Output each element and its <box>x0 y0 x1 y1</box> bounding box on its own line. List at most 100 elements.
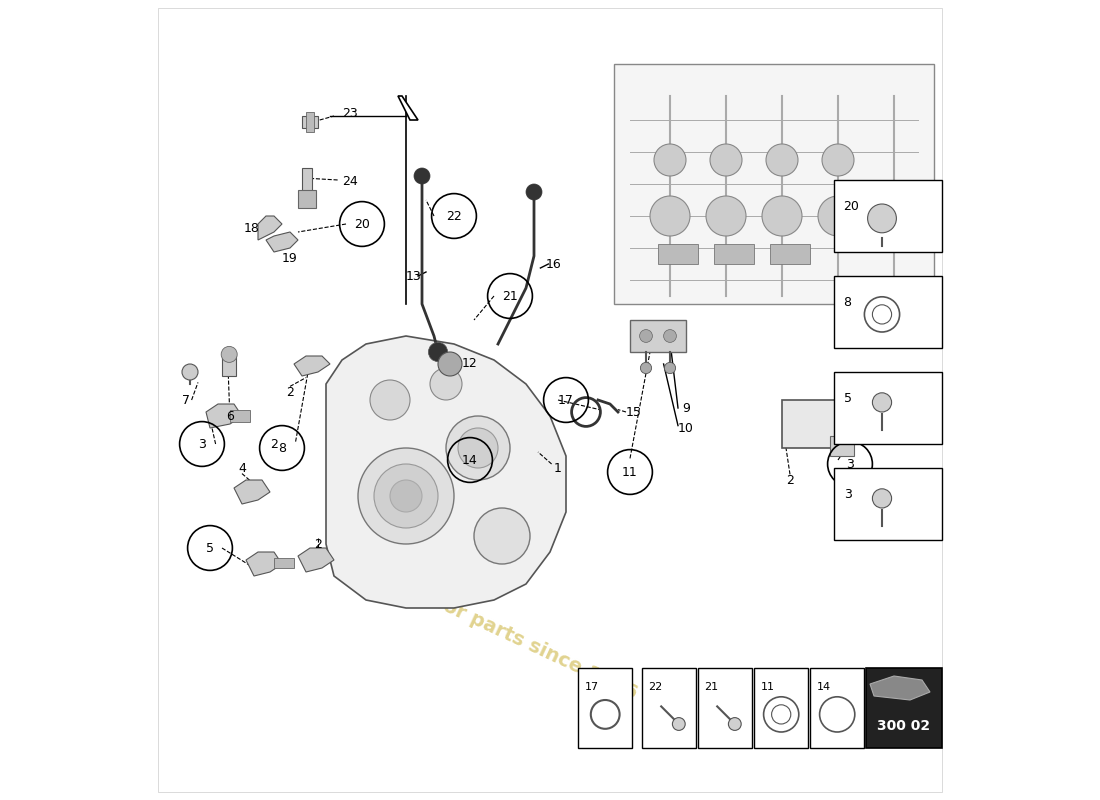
Bar <box>302 116 318 128</box>
Text: 20: 20 <box>354 218 370 230</box>
Circle shape <box>672 718 685 730</box>
Text: 2: 2 <box>786 474 794 486</box>
Text: 6: 6 <box>227 410 234 422</box>
Text: 5: 5 <box>206 542 214 554</box>
Bar <box>754 668 808 748</box>
Text: 2: 2 <box>271 438 278 450</box>
Circle shape <box>868 204 896 233</box>
Text: 300 02: 300 02 <box>878 719 931 734</box>
Text: 24: 24 <box>342 175 358 188</box>
Bar <box>698 668 752 748</box>
Circle shape <box>428 342 448 362</box>
Text: a passion for parts since 1996: a passion for parts since 1996 <box>332 546 640 702</box>
Text: 23: 23 <box>342 107 358 120</box>
Text: 3: 3 <box>846 458 854 470</box>
Bar <box>810 668 865 748</box>
Circle shape <box>446 416 510 480</box>
Text: 10: 10 <box>678 422 694 434</box>
Text: 9: 9 <box>682 402 690 414</box>
Circle shape <box>654 144 686 176</box>
Circle shape <box>706 196 746 236</box>
Circle shape <box>358 448 454 544</box>
Bar <box>658 244 698 264</box>
Circle shape <box>650 196 690 236</box>
Circle shape <box>374 464 438 528</box>
Text: 18: 18 <box>244 222 260 234</box>
Bar <box>642 668 696 748</box>
Circle shape <box>390 480 422 512</box>
Text: 3: 3 <box>844 488 851 501</box>
Text: 2: 2 <box>315 538 322 550</box>
Circle shape <box>728 718 741 730</box>
Text: 2: 2 <box>286 386 294 398</box>
Bar <box>782 400 846 448</box>
Circle shape <box>526 184 542 200</box>
Circle shape <box>414 168 430 184</box>
Circle shape <box>438 352 462 376</box>
Text: 21: 21 <box>704 682 718 691</box>
Bar <box>834 276 942 348</box>
Polygon shape <box>266 232 298 252</box>
Bar <box>834 468 942 540</box>
Circle shape <box>664 362 675 374</box>
Polygon shape <box>398 96 418 120</box>
Text: 8: 8 <box>278 442 286 454</box>
Bar <box>578 668 632 748</box>
Text: 11: 11 <box>760 682 774 691</box>
Text: 1: 1 <box>554 462 562 474</box>
Circle shape <box>762 196 802 236</box>
Bar <box>222 356 236 376</box>
Circle shape <box>663 330 676 342</box>
Bar <box>230 410 250 422</box>
Polygon shape <box>326 336 566 608</box>
Bar <box>866 668 942 748</box>
Text: 12: 12 <box>462 358 477 370</box>
Polygon shape <box>870 676 930 700</box>
Text: 4: 4 <box>238 462 246 474</box>
Polygon shape <box>258 216 282 240</box>
Circle shape <box>639 330 652 342</box>
Text: 17: 17 <box>584 682 598 691</box>
Bar <box>274 558 294 568</box>
Bar <box>830 436 854 456</box>
Polygon shape <box>234 480 270 504</box>
Polygon shape <box>206 404 242 428</box>
Text: 13: 13 <box>406 270 422 282</box>
Text: 14: 14 <box>462 454 477 466</box>
Circle shape <box>182 364 198 380</box>
Polygon shape <box>298 548 334 572</box>
Circle shape <box>710 144 742 176</box>
Circle shape <box>221 346 238 362</box>
Text: 20: 20 <box>844 200 859 213</box>
Bar <box>770 244 810 264</box>
Text: 14: 14 <box>816 682 831 691</box>
Text: 22: 22 <box>648 682 662 691</box>
Bar <box>630 320 686 352</box>
Circle shape <box>766 144 797 176</box>
Text: 15: 15 <box>626 406 642 418</box>
Text: 17: 17 <box>558 394 574 406</box>
Text: 8: 8 <box>844 296 851 309</box>
Polygon shape <box>246 552 282 576</box>
Text: 21: 21 <box>502 290 518 302</box>
Text: 22: 22 <box>447 210 462 222</box>
Circle shape <box>640 362 651 374</box>
Bar <box>298 190 316 208</box>
Circle shape <box>872 393 892 412</box>
Circle shape <box>458 428 498 468</box>
Bar <box>614 64 934 304</box>
Text: 19: 19 <box>282 252 298 265</box>
Text: 3: 3 <box>198 438 206 450</box>
Polygon shape <box>294 356 330 376</box>
Text: 11: 11 <box>623 466 638 478</box>
Bar <box>834 180 942 252</box>
Circle shape <box>474 508 530 564</box>
Bar <box>302 168 311 192</box>
Bar <box>714 244 754 264</box>
Text: 16: 16 <box>546 258 562 270</box>
Text: 7: 7 <box>182 394 190 406</box>
Bar <box>306 112 313 132</box>
Circle shape <box>430 368 462 400</box>
Text: 5: 5 <box>844 392 851 405</box>
Circle shape <box>822 144 854 176</box>
